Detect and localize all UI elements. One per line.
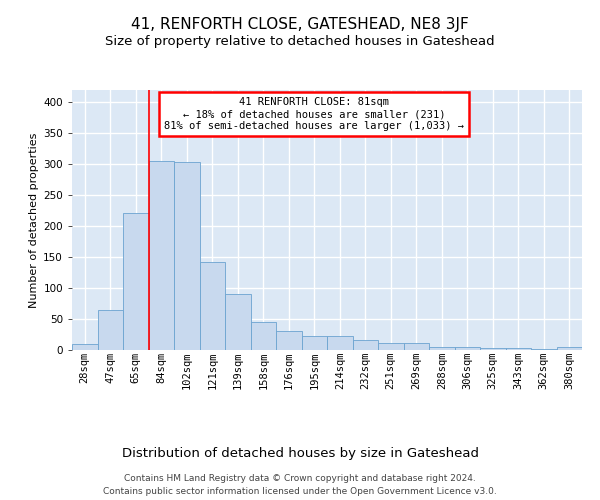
Bar <box>505 348 531 350</box>
Bar <box>353 340 378 350</box>
Bar <box>72 344 97 350</box>
Bar <box>302 336 327 350</box>
Text: 41, RENFORTH CLOSE, GATESHEAD, NE8 3JF: 41, RENFORTH CLOSE, GATESHEAD, NE8 3JF <box>131 18 469 32</box>
Bar <box>531 349 557 350</box>
Bar <box>225 294 251 350</box>
Bar <box>97 310 123 350</box>
Bar <box>251 322 276 350</box>
Bar <box>404 343 429 350</box>
Bar <box>557 347 582 350</box>
Bar <box>455 347 480 350</box>
Bar <box>174 162 199 350</box>
Bar <box>429 347 455 350</box>
Text: Contains public sector information licensed under the Open Government Licence v3: Contains public sector information licen… <box>103 487 497 496</box>
Text: Contains HM Land Registry data © Crown copyright and database right 2024.: Contains HM Land Registry data © Crown c… <box>124 474 476 483</box>
Text: 41 RENFORTH CLOSE: 81sqm
← 18% of detached houses are smaller (231)
81% of semi-: 41 RENFORTH CLOSE: 81sqm ← 18% of detach… <box>164 98 464 130</box>
Bar <box>327 336 353 350</box>
Text: Distribution of detached houses by size in Gateshead: Distribution of detached houses by size … <box>121 448 479 460</box>
Bar <box>378 342 404 350</box>
Bar <box>276 331 302 350</box>
Bar <box>149 160 174 350</box>
Bar <box>123 212 149 350</box>
Text: Size of property relative to detached houses in Gateshead: Size of property relative to detached ho… <box>105 35 495 48</box>
Y-axis label: Number of detached properties: Number of detached properties <box>29 132 39 308</box>
Bar <box>480 348 505 350</box>
Bar <box>199 262 225 350</box>
